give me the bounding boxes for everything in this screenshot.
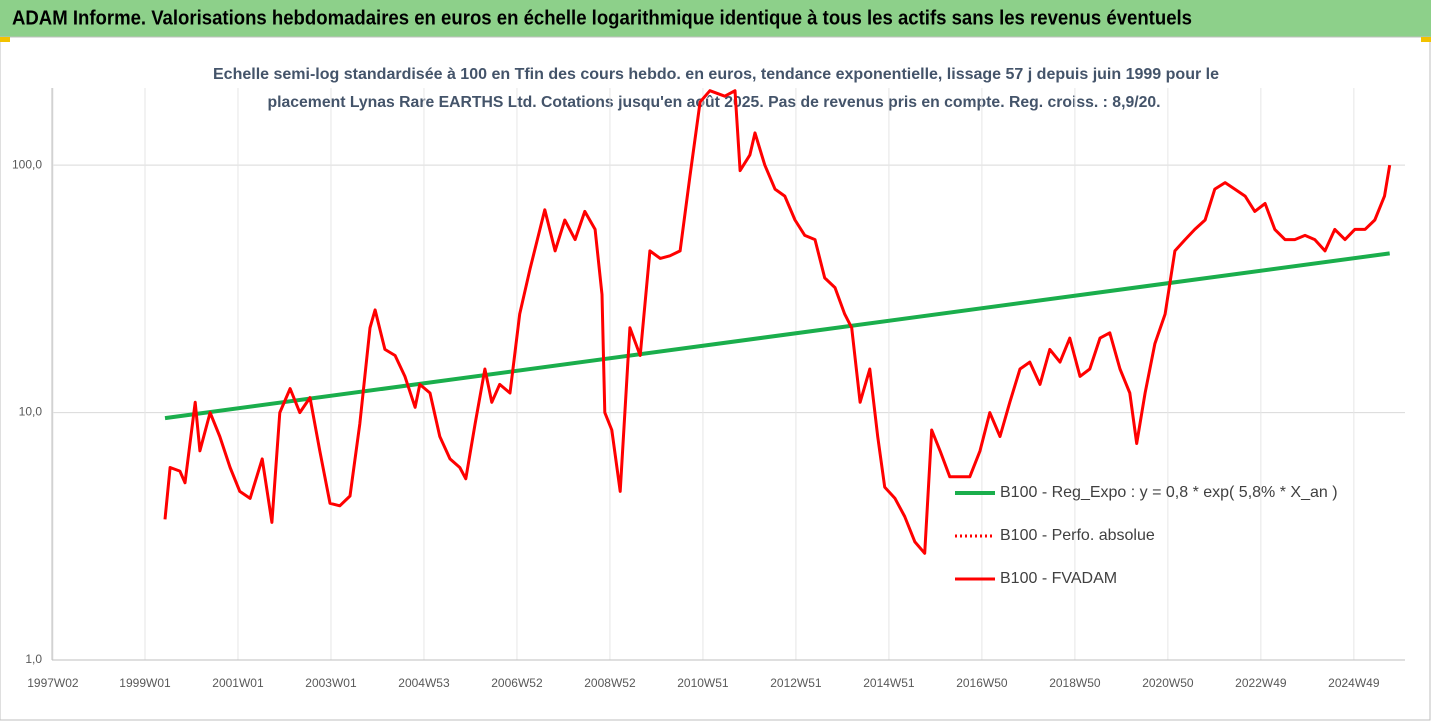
x-tick-label: 1999W01 bbox=[119, 676, 171, 690]
y-tick-label: 100,0 bbox=[12, 157, 42, 171]
legend-label: B100 - Reg_Expo : y = 0,8 * exp( 5,8% * … bbox=[1000, 484, 1338, 501]
data-line bbox=[164, 251, 1390, 421]
corner-mark bbox=[1421, 37, 1431, 42]
y-tick-label: 1,0 bbox=[25, 652, 42, 666]
chart-title: ADAM Informe. Valorisations hebdomadaire… bbox=[12, 7, 1192, 29]
chart-frame bbox=[0, 36, 1431, 721]
header-bar bbox=[0, 0, 1431, 37]
x-tick-label: 2012W51 bbox=[770, 676, 822, 690]
x-tick-label: 2022W49 bbox=[1235, 676, 1287, 690]
x-tick-label: 2010W51 bbox=[677, 676, 729, 690]
x-tick-label: 1997W02 bbox=[27, 676, 79, 690]
x-tick-label: 2016W50 bbox=[956, 676, 1008, 690]
legend-label: B100 - Perfo. absolue bbox=[1000, 527, 1155, 544]
x-tick-label: 2020W50 bbox=[1142, 676, 1194, 690]
x-tick-label: 2006W52 bbox=[491, 676, 543, 690]
x-tick-label: 2014W51 bbox=[863, 676, 915, 690]
data-line bbox=[163, 89, 1392, 555]
x-tick-label: 2024W49 bbox=[1328, 676, 1380, 690]
x-tick-label: 2018W50 bbox=[1049, 676, 1101, 690]
chart-subtitle: placement Lynas Rare EARTHS Ltd. Cotatio… bbox=[268, 94, 1161, 111]
x-tick-label: 2003W01 bbox=[305, 676, 357, 690]
chart-subtitle: Echelle semi-log standardisée à 100 en T… bbox=[213, 66, 1219, 83]
x-tick-label: 2004W53 bbox=[398, 676, 450, 690]
corner-mark bbox=[0, 37, 10, 42]
y-tick-label: 10,0 bbox=[19, 405, 43, 419]
x-tick-label: 2001W01 bbox=[212, 676, 264, 690]
x-tick-label: 2008W52 bbox=[584, 676, 636, 690]
legend-label: B100 - FVADAM bbox=[1000, 570, 1117, 587]
